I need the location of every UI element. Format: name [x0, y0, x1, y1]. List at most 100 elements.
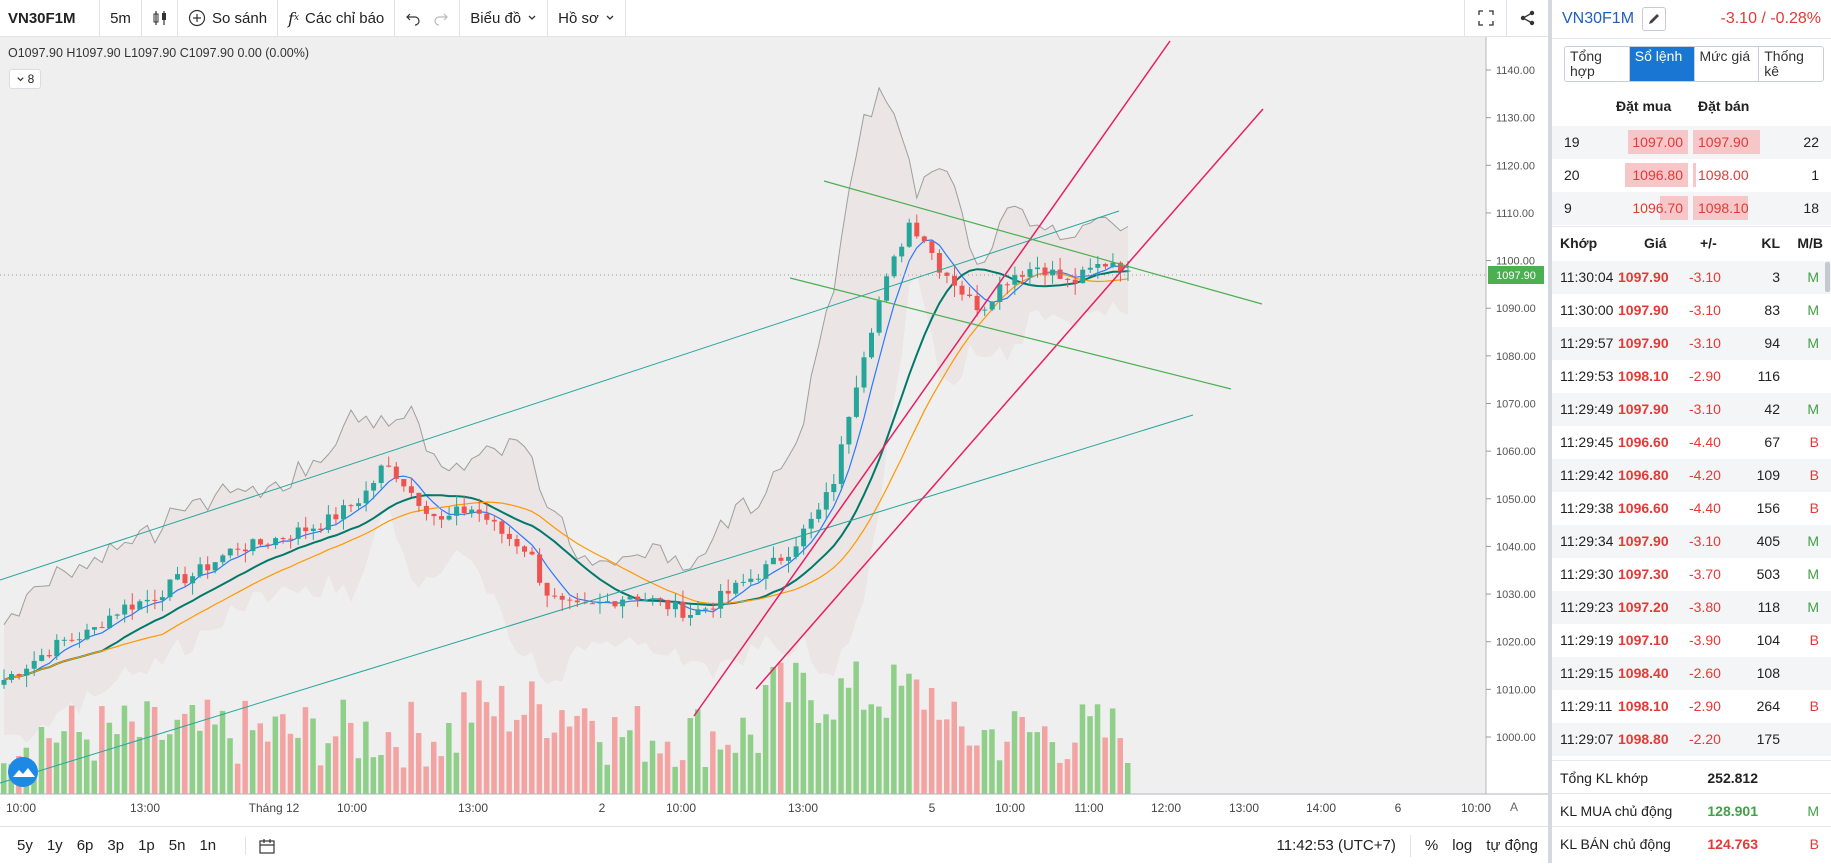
volume-bar [747, 734, 754, 794]
volume-bar [913, 679, 920, 794]
bid-price[interactable]: 1097.00 [1632, 134, 1683, 150]
candle-body [227, 548, 233, 556]
orderbook-row[interactable]: 19 1097.00 1097.90 22 [1552, 126, 1831, 159]
candle-body [710, 608, 716, 610]
candlestick-icon [151, 9, 169, 27]
volume-bar [76, 732, 82, 794]
range-5d-button[interactable]: 5n [168, 837, 186, 854]
auto-scale-button[interactable]: A [1510, 800, 1518, 814]
volume-bar [800, 672, 807, 794]
candle-body [175, 574, 180, 580]
candle-body [371, 483, 377, 491]
range-1m-button[interactable]: 1p [138, 837, 155, 854]
summary-label: KL BÁN chủ động [1560, 836, 1671, 852]
panel-symbol[interactable]: VN30F1M [1562, 10, 1635, 27]
volume-bar [257, 723, 263, 794]
trade-side: M [1807, 401, 1819, 417]
volume-bar [476, 680, 482, 794]
candle-body [635, 596, 641, 601]
volume-bar [121, 705, 128, 794]
volume-bar [664, 741, 671, 794]
candle-body [740, 581, 746, 583]
share-button[interactable] [1506, 0, 1548, 36]
bid-price[interactable]: 1096.80 [1632, 167, 1683, 183]
volume-bar [944, 719, 950, 794]
compare-button[interactable]: So sánh [178, 0, 279, 36]
candle-body [393, 466, 399, 479]
candle-body [786, 556, 791, 561]
tab-statistics[interactable]: Thống kê [1764, 48, 1804, 79]
trade-change: -2.90 [1689, 368, 1721, 384]
candle-body [454, 506, 460, 516]
compare-label: So sánh [212, 9, 268, 27]
orderbook-row[interactable]: 9 1096.70 1098.10 18 [1552, 192, 1831, 225]
profile-menu-button[interactable]: Hồ sơ [548, 0, 626, 36]
goto-date-icon[interactable] [245, 836, 276, 855]
candle-body [982, 309, 988, 311]
volume-bar [1034, 732, 1040, 794]
interval-button[interactable]: 5m [100, 0, 142, 36]
tab-orderbook[interactable]: Sổ lệnh [1629, 47, 1695, 81]
panel-divider[interactable] [1548, 0, 1552, 863]
candle-body [642, 600, 648, 601]
ohlc-legend: O1097.90 H1097.90 L1097.90 C1097.90 0.00… [8, 46, 309, 60]
trade-price: 1096.60 [1618, 434, 1669, 450]
tab-price-levels[interactable]: Mức giá [1695, 47, 1760, 81]
candle-body [129, 604, 135, 610]
volume-bar [363, 721, 369, 794]
volume-bar [431, 741, 437, 794]
chart-type-button[interactable] [142, 0, 178, 36]
candle-body [589, 603, 595, 605]
undo-icon[interactable] [405, 10, 421, 26]
log-scale-button[interactable]: log [1452, 837, 1473, 854]
trades-mb-header: M/B [1797, 235, 1823, 251]
indicator-toggle-button[interactable]: 8 [9, 69, 41, 89]
fullscreen-button[interactable] [1464, 0, 1506, 36]
tab-summary[interactable]: Tổng hợp [1565, 47, 1630, 81]
trade-volume: 503 [1756, 566, 1780, 582]
trend-red-line-2 [755, 108, 1264, 690]
trade-time: 11:29:34 [1560, 533, 1614, 549]
candle-body [672, 601, 678, 610]
plus-circle-icon [188, 9, 206, 27]
trade-change: -3.90 [1689, 632, 1721, 648]
symbol-search-button[interactable]: VN30F1M [0, 0, 100, 36]
range-1d-button[interactable]: 1n [199, 837, 217, 854]
volume-bar [38, 727, 45, 794]
percent-scale-button[interactable]: % [1424, 837, 1439, 854]
candle-body [333, 514, 339, 520]
bid-price[interactable]: 1096.70 [1632, 200, 1683, 216]
candle-body [363, 490, 369, 504]
chart-area[interactable]: 1140.00 1130.00 1120.00 1110.00 1100.00 1090.… [0, 37, 1548, 824]
redo-icon[interactable] [433, 10, 449, 26]
trades-scrollbar[interactable] [1825, 262, 1830, 292]
range-3m-button[interactable]: 3p [107, 837, 125, 854]
auto-scale-toggle[interactable]: tự động [1486, 837, 1538, 854]
volume-bar [1102, 737, 1108, 794]
edit-symbol-button[interactable] [1642, 7, 1667, 31]
chart-menu-button[interactable]: Biểu đồ [460, 0, 549, 36]
ask-price[interactable]: 1098.10 [1698, 200, 1749, 216]
price-chart[interactable]: 1140.00 1130.00 1120.00 1110.00 1100.00 1090.… [0, 37, 1548, 824]
range-1y-button[interactable]: 1y [46, 837, 63, 854]
volume-bar [951, 701, 957, 794]
range-5y-button[interactable]: 5y [17, 837, 33, 854]
candle-body [627, 596, 633, 600]
volume-bar [996, 760, 1003, 794]
range-6m-button[interactable]: 6p [76, 837, 94, 854]
orderbook-row[interactable]: 20 1096.80 1098.00 1 [1552, 159, 1831, 192]
ask-price[interactable]: 1098.00 [1698, 167, 1749, 183]
volume-bar [1042, 726, 1048, 794]
volume-bar [393, 747, 399, 794]
candle-body [559, 595, 565, 600]
volume-bar [498, 685, 505, 794]
volume-bar [287, 733, 294, 794]
ask-price[interactable]: 1097.90 [1698, 134, 1749, 150]
price-tick-label: 1050.00 [1496, 494, 1536, 506]
volume-bar [853, 661, 859, 794]
candle-body [1125, 270, 1131, 272]
volume-bar [167, 734, 173, 794]
ma-slow-line [3, 272, 1129, 681]
